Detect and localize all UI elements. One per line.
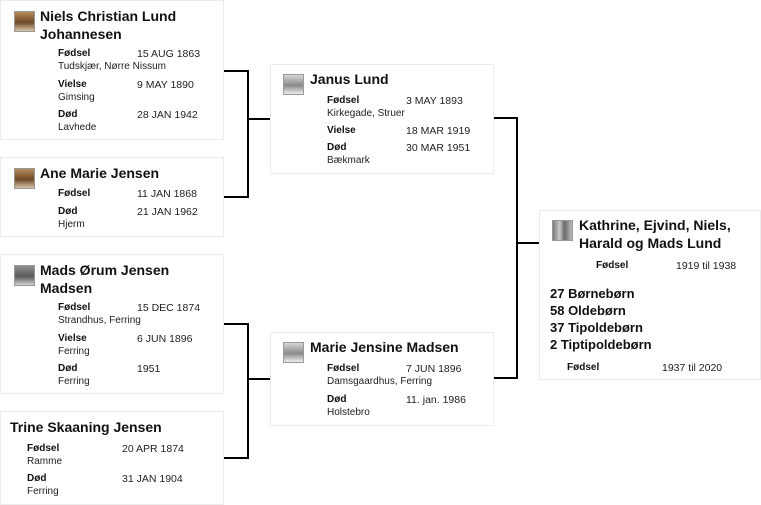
avatar bbox=[14, 168, 35, 189]
descendants-great-great-great-grandchildren: 2 Tiptipoldebørn bbox=[550, 337, 652, 352]
birth-label: Fødsel bbox=[27, 443, 60, 454]
person-card-trine[interactable]: Trine Skaaning Jensen Fødsel 20 APR 1874… bbox=[0, 411, 224, 505]
birth-place: Kirkegade, Struer bbox=[327, 108, 405, 119]
connector-line bbox=[493, 377, 517, 379]
connector-line bbox=[224, 457, 248, 459]
birth-label: Fødsel bbox=[58, 188, 91, 199]
person-card-marie[interactable]: Marie Jensine Madsen Fødsel 7 JUN 1896 D… bbox=[270, 332, 494, 426]
descendants-grandchildren: 27 Børnebørn bbox=[550, 286, 635, 301]
connector-line bbox=[247, 70, 249, 198]
marriage-label: Vielse bbox=[327, 125, 356, 136]
death-label: Død bbox=[58, 363, 78, 374]
death-place: Ferring bbox=[58, 376, 90, 387]
death-date: 21 JAN 1962 bbox=[137, 206, 198, 218]
person-name: Mads Ørum Jensen Madsen bbox=[40, 262, 170, 296]
person-name: Marie Jensine Madsen bbox=[310, 339, 459, 355]
birth-date: 20 APR 1874 bbox=[122, 443, 184, 455]
marriage-date: 18 MAR 1919 bbox=[406, 125, 471, 137]
connector-line bbox=[516, 117, 518, 379]
birth-label-2: Fødsel bbox=[567, 362, 600, 373]
person-name: Janus Lund bbox=[310, 71, 389, 87]
connector-line bbox=[517, 242, 539, 244]
marriage-place: Gimsing bbox=[58, 92, 95, 103]
birth-place: Damsgaardhus, Ferring bbox=[327, 376, 433, 387]
person-card-mads[interactable]: Mads Ørum Jensen Madsen Fødsel 15 DEC 18… bbox=[0, 254, 224, 394]
avatar bbox=[14, 265, 35, 286]
marriage-date: 6 JUN 1896 bbox=[137, 333, 193, 345]
death-place: Lavhede bbox=[58, 122, 97, 133]
death-place: Hjerm bbox=[58, 219, 85, 230]
connector-line bbox=[248, 118, 270, 120]
birth-label: Fødsel bbox=[327, 95, 360, 106]
birth-label: Fødsel bbox=[58, 48, 91, 59]
person-card-ane[interactable]: Ane Marie Jensen Fødsel 11 JAN 1868 Død … bbox=[0, 157, 224, 237]
marriage-date: 9 MAY 1890 bbox=[137, 79, 194, 91]
connector-line bbox=[248, 378, 270, 380]
avatar bbox=[283, 74, 304, 95]
connector-line bbox=[247, 323, 249, 459]
birth-label: Fødsel bbox=[58, 302, 91, 313]
death-date: 30 MAR 1951 bbox=[406, 142, 471, 154]
birth-range: 1919 til 1938 bbox=[676, 260, 737, 272]
marriage-label: Vielse bbox=[58, 333, 87, 344]
death-label: Død bbox=[327, 394, 347, 405]
connector-line bbox=[224, 323, 248, 325]
person-name: Trine Skaaning Jensen bbox=[10, 419, 162, 435]
avatar bbox=[283, 342, 304, 363]
birth-label: Fødsel bbox=[327, 363, 360, 374]
birth-place: Tudskjær, Nørre Nissum bbox=[58, 61, 166, 72]
birth-range-2: 1937 til 2020 bbox=[662, 362, 723, 374]
children-card[interactable]: Kathrine, Ejvind, Niels, Harald og Mads … bbox=[539, 210, 761, 380]
death-place: Ferring bbox=[27, 486, 59, 497]
connector-line bbox=[493, 117, 517, 119]
person-name: Niels Christian Lund Johannesen bbox=[40, 8, 177, 42]
connector-line bbox=[224, 70, 248, 72]
birth-date: 15 AUG 1863 bbox=[137, 48, 201, 60]
death-date: 1951 bbox=[137, 363, 161, 375]
marriage-label: Vielse bbox=[58, 79, 87, 90]
birth-date: 11 JAN 1868 bbox=[137, 188, 197, 200]
death-date: 31 JAN 1904 bbox=[122, 473, 183, 485]
death-label: Død bbox=[27, 473, 47, 484]
death-date: 11. jan. 1986 bbox=[406, 394, 466, 406]
birth-date: 15 DEC 1874 bbox=[137, 302, 201, 314]
person-name: Ane Marie Jensen bbox=[40, 165, 160, 181]
death-place: Bækmark bbox=[327, 155, 370, 166]
connector-line bbox=[224, 196, 248, 198]
avatar bbox=[14, 11, 35, 32]
death-label: Død bbox=[58, 206, 78, 217]
person-card-janus[interactable]: Janus Lund Fødsel 3 MAY 1893 Kirkegade, … bbox=[270, 64, 494, 174]
descendants-great-grandchildren: 58 Oldebørn bbox=[550, 303, 626, 318]
birth-date: 3 MAY 1893 bbox=[406, 95, 463, 107]
avatar bbox=[552, 220, 573, 241]
death-date: 28 JAN 1942 bbox=[137, 109, 198, 121]
birth-place: Ramme bbox=[27, 456, 63, 467]
death-place: Holstebro bbox=[327, 407, 370, 418]
death-label: Død bbox=[327, 142, 347, 153]
marriage-place: Ferring bbox=[58, 346, 90, 357]
children-names: Kathrine, Ejvind, Niels, Harald og Mads … bbox=[579, 217, 731, 251]
birth-label: Fødsel bbox=[596, 260, 629, 271]
birth-date: 7 JUN 1896 bbox=[406, 363, 462, 375]
birth-place: Strandhus, Ferring bbox=[58, 315, 141, 326]
death-label: Død bbox=[58, 109, 78, 120]
descendants-great-great-grandchildren: 37 Tipoldebørn bbox=[550, 320, 643, 335]
person-card-niels[interactable]: Niels Christian Lund Johannesen Fødsel 1… bbox=[0, 0, 224, 140]
